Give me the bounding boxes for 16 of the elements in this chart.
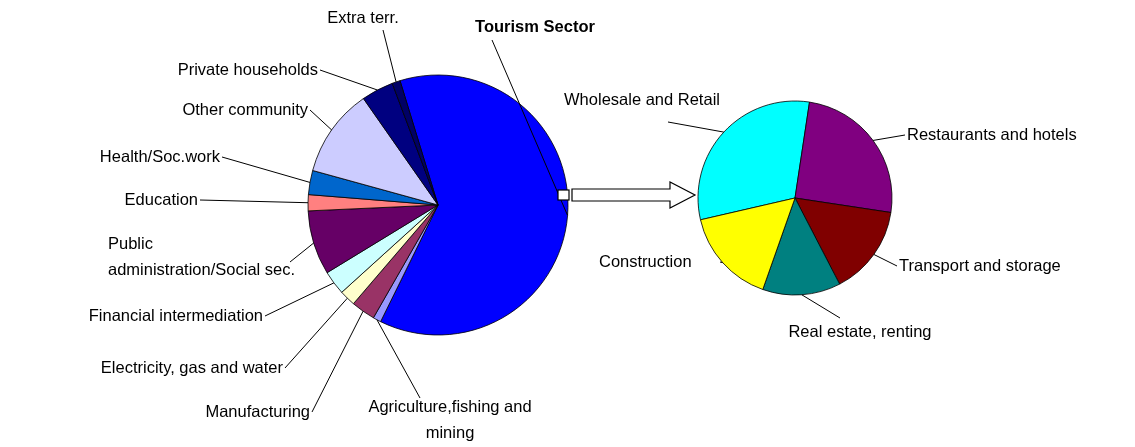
- slice-label: Extra terr.: [327, 8, 399, 26]
- slice-label: Restaurants and hotels: [907, 125, 1077, 143]
- slice-label: Manufacturing: [205, 402, 310, 420]
- slice-label: Transport and storage: [899, 256, 1061, 274]
- slice-label: Private households: [177, 60, 318, 78]
- slice-label: Wholesale and Retail: [564, 90, 720, 108]
- slice-label: Electricity, gas and water: [100, 358, 284, 376]
- slice-label: Education: [124, 190, 198, 208]
- slice-label: Financial intermediation: [88, 306, 263, 324]
- legend-label: Construction: [599, 252, 692, 270]
- slice-label: Public administration/Social sec.: [108, 234, 296, 278]
- slice-label: Agriculture,fishing and mining: [368, 397, 532, 441]
- slice-label: Real estate, renting: [788, 322, 932, 340]
- slice-label: Tourism Sector: [475, 17, 596, 35]
- slice-label: Other community: [182, 100, 309, 118]
- slice-label: Health/Soc.work: [99, 147, 221, 165]
